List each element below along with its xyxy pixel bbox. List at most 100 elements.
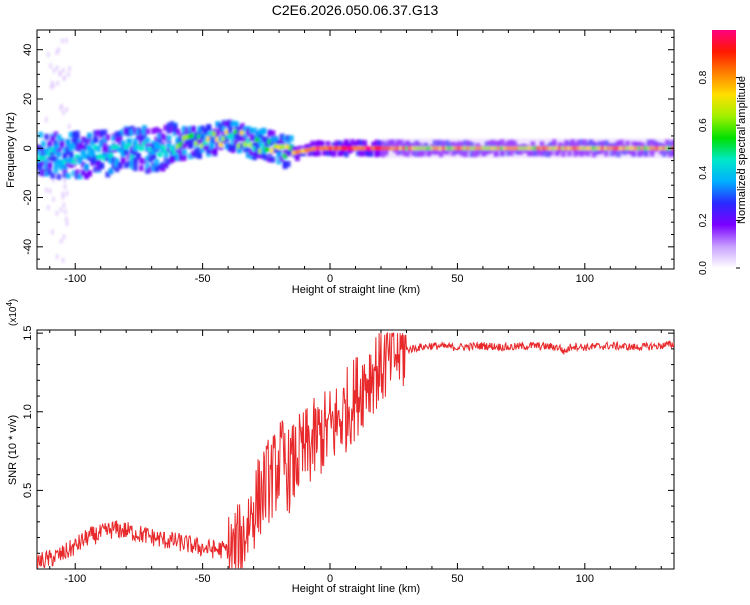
heatmap-cell xyxy=(93,155,99,162)
heatmap-cell xyxy=(197,152,203,159)
heatmap-cell xyxy=(227,133,233,139)
heatmap-cell xyxy=(41,159,47,166)
heatmap-cell xyxy=(51,177,55,183)
colorbar-tick-label: 0.2 xyxy=(698,213,709,227)
heatmap-cell xyxy=(294,146,300,153)
heatmap-cell xyxy=(337,149,343,156)
heatmap-cell xyxy=(65,172,71,179)
heatmap-cell xyxy=(273,143,279,149)
heatmap-cell xyxy=(230,136,236,143)
heatmap-cell xyxy=(245,138,251,144)
heatmap-cell xyxy=(56,173,62,180)
heatmap-cell xyxy=(62,234,66,240)
heatmap-cell xyxy=(132,159,138,166)
heatmap-cell xyxy=(83,137,89,144)
heatmap-cell xyxy=(236,126,242,133)
heatmap-cell xyxy=(62,202,66,208)
heatmap-cell xyxy=(74,154,80,160)
colorbar-tick-label: 0.8 xyxy=(698,70,709,84)
heatmap-cell xyxy=(126,126,132,133)
heatmap-cell xyxy=(193,147,199,154)
heatmap-cell xyxy=(349,146,355,151)
heatmap-cell xyxy=(65,190,69,196)
heatmap-cell xyxy=(77,142,83,149)
heatmap-cell xyxy=(148,149,154,156)
heatmap-cell xyxy=(203,140,209,146)
heatmap-cell xyxy=(96,160,102,167)
heatmap-cell xyxy=(135,129,141,136)
heatmap-cell xyxy=(77,145,83,152)
heatmap-cell xyxy=(145,137,151,144)
heatmap-cell xyxy=(48,188,52,194)
heatmap-cell xyxy=(261,128,267,135)
heatmap-cell xyxy=(288,145,294,151)
heatmap-cell xyxy=(349,139,355,146)
heatmap-cell xyxy=(362,146,368,151)
heatmap-cell xyxy=(200,146,206,153)
heatmap-cell xyxy=(215,142,221,149)
colorbar-tick-label: 0.0 xyxy=(698,261,709,275)
heatmap-cell xyxy=(105,145,111,152)
heatmap-cell xyxy=(270,148,276,154)
heatmap-cell xyxy=(61,257,65,263)
heatmap-cell xyxy=(282,160,288,167)
heatmap-cell xyxy=(249,135,255,142)
heatmap-cell xyxy=(239,123,245,130)
heatmap-cell xyxy=(111,135,117,142)
heatmap-cell xyxy=(93,130,99,137)
heatmap-cell xyxy=(132,142,138,149)
heatmap-cell xyxy=(193,140,199,146)
heatmap-cell xyxy=(145,162,151,169)
heatmap-cell xyxy=(86,137,92,144)
heatmap-cell xyxy=(328,147,334,154)
heatmap-cell xyxy=(181,135,187,141)
heatmap-cell xyxy=(138,139,144,146)
heatmap-cell xyxy=(53,145,59,152)
heatmap-cell xyxy=(86,154,92,161)
heatmap-cell xyxy=(53,167,59,174)
heatmap-cell xyxy=(206,124,212,131)
heatmap-cell xyxy=(242,146,248,153)
heatmap-cell xyxy=(114,166,120,173)
heatmap-cell xyxy=(102,151,108,158)
heatmap-cell xyxy=(38,159,44,166)
heatmap-cell xyxy=(346,147,352,154)
heatmap-cell xyxy=(187,125,193,132)
heatmap-cell xyxy=(328,146,334,151)
heatmap-cell xyxy=(285,160,291,167)
heatmap-cell xyxy=(65,220,69,226)
heatmap-cell xyxy=(291,147,297,154)
heatmap-cell xyxy=(142,158,148,165)
heatmap-cell xyxy=(154,127,160,134)
heatmap-cell xyxy=(282,149,288,156)
heatmap-cell xyxy=(53,161,59,168)
heatmap-cell xyxy=(316,150,322,157)
heatmap-cell xyxy=(233,129,239,135)
x-tick-label: 0 xyxy=(327,573,333,585)
heatmap-cell xyxy=(215,137,221,143)
heatmap-cell xyxy=(245,147,251,154)
x-tick-label: -100 xyxy=(64,273,86,285)
heatmap-cell xyxy=(230,133,236,139)
heatmap-cell xyxy=(62,159,68,165)
heatmap-cell xyxy=(325,149,331,156)
heatmap-cell xyxy=(65,107,69,113)
heatmap-cell xyxy=(270,130,276,137)
heatmap-cell xyxy=(49,84,53,90)
heatmap-cell xyxy=(325,146,331,151)
heatmap-cell xyxy=(301,149,307,154)
heatmap-cell xyxy=(126,153,132,160)
heatmap-cell xyxy=(377,146,383,151)
heatmap-cell xyxy=(190,126,196,133)
heatmap-cell xyxy=(377,150,383,157)
heatmap-cell xyxy=(62,152,68,159)
heatmap-cell xyxy=(96,165,102,172)
heatmap-cell xyxy=(279,133,285,140)
heatmap-cell xyxy=(310,147,316,152)
y-tick-label: 1.5 xyxy=(22,325,34,340)
heatmap-cell xyxy=(99,153,105,159)
heatmap-cell xyxy=(227,123,233,130)
heatmap-cell xyxy=(108,157,114,164)
heatmap-cell xyxy=(212,148,218,155)
heatmap-cell xyxy=(187,153,193,160)
